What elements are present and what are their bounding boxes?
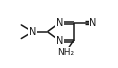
Text: NH₂: NH₂ (57, 48, 74, 57)
Text: N: N (56, 18, 63, 28)
Text: N: N (89, 18, 97, 28)
Text: N: N (29, 27, 36, 37)
Text: N: N (56, 36, 63, 46)
